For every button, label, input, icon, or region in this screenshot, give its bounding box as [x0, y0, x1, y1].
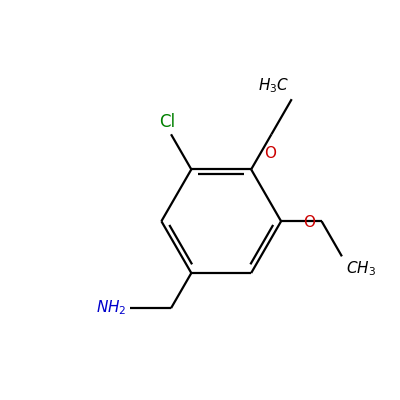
Text: Cl: Cl [159, 113, 175, 131]
Text: $NH_2$: $NH_2$ [96, 298, 127, 317]
Text: $CH_3$: $CH_3$ [346, 260, 376, 278]
Text: O: O [303, 214, 315, 230]
Text: $H_3C$: $H_3C$ [258, 77, 290, 95]
Text: O: O [264, 146, 276, 161]
